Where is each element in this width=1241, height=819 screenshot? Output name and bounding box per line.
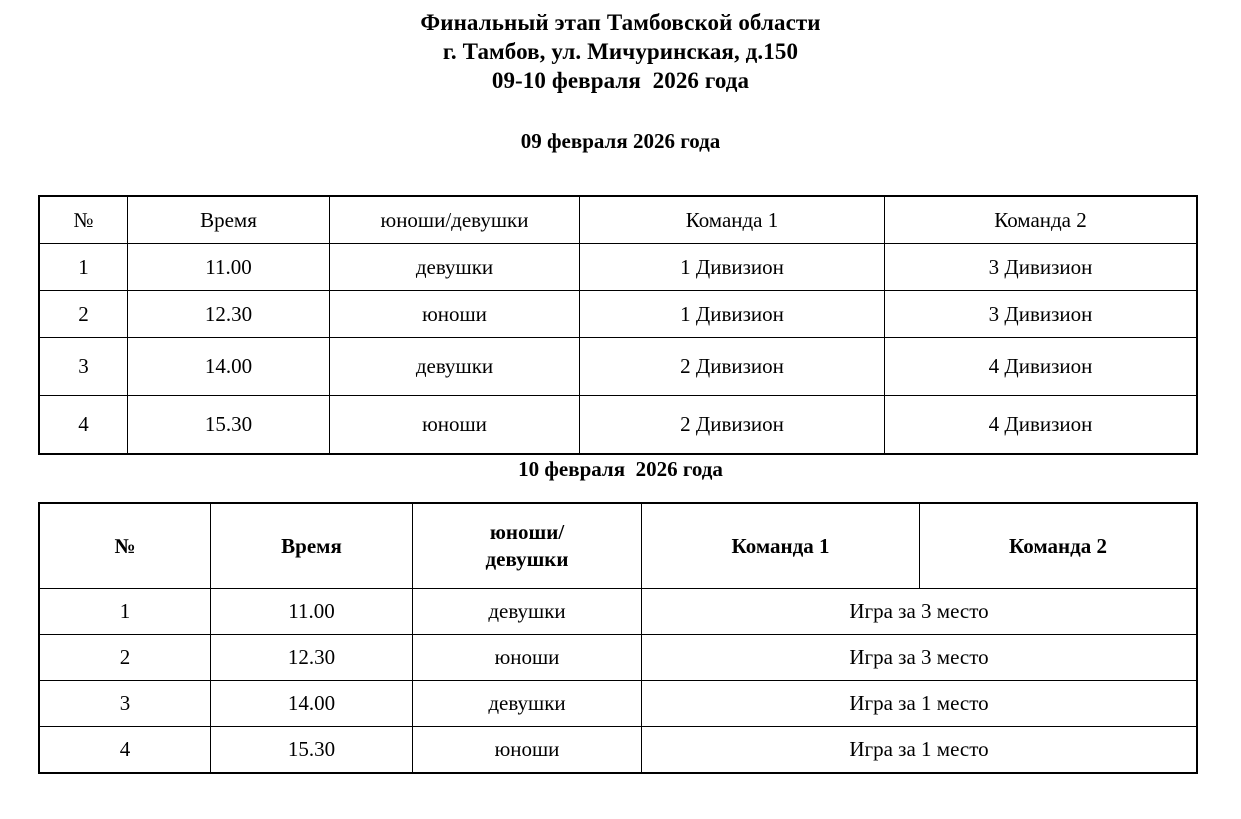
title-line-dates: 09-10 февраля 2026 года (491, 68, 750, 93)
column-header-team-2: Команда 2 (884, 195, 1198, 244)
cell-number: 1 (38, 588, 211, 635)
cell-category: девушки (412, 588, 642, 635)
cell-team-1: 2 Дивизион (579, 395, 885, 455)
cell-number: 4 (38, 726, 211, 774)
title-line-event: Финальный этап Тамбовской области (420, 10, 821, 35)
cell-team-2: 3 Дивизион (884, 290, 1198, 338)
table-row: 2 12.30 юноши 1 Дивизион 3 Дивизион (38, 290, 1198, 338)
cell-team-2: 4 Дивизион (884, 337, 1198, 396)
cell-time: 11.00 (127, 243, 330, 291)
cell-category: юноши (412, 634, 642, 681)
cell-time: 14.00 (210, 680, 413, 727)
table-row: 2 12.30 юноши Игра за 3 место (38, 634, 1198, 681)
column-header-team-2: Команда 2 (919, 502, 1198, 589)
cell-category: девушки (412, 680, 642, 727)
cell-time: 12.30 (127, 290, 330, 338)
column-header-time: Время (127, 195, 330, 244)
cell-number: 2 (38, 290, 128, 338)
table-header-row: № Время юноши/ девушки Команда 1 Команда… (38, 502, 1198, 589)
title-line-address: г. Тамбов, ул. Мичуринская, д.150 (442, 39, 799, 64)
table-row: 1 11.00 девушки 1 Дивизион 3 Дивизион (38, 243, 1198, 291)
cell-time: 15.30 (127, 395, 330, 455)
table-row: 3 14.00 девушки Игра за 1 место (38, 680, 1198, 727)
cell-category: девушки (329, 337, 580, 396)
cell-time: 11.00 (210, 588, 413, 635)
cell-team-1: 2 Дивизион (579, 337, 885, 396)
cell-match: Игра за 3 место (641, 634, 1198, 681)
cell-number: 3 (38, 337, 128, 396)
column-header-category-text: юноши/ девушки (485, 520, 569, 571)
table-row: 3 14.00 девушки 2 Дивизион 4 Дивизион (38, 337, 1198, 396)
column-header-category: юноши/девушки (329, 195, 580, 244)
cell-team-2: 3 Дивизион (884, 243, 1198, 291)
cell-match: Игра за 3 место (641, 588, 1198, 635)
cell-category: юноши (412, 726, 642, 774)
cell-match: Игра за 1 место (641, 680, 1198, 727)
section-heading-day-two: 10 февраля 2026 года (518, 457, 723, 481)
cell-category: юноши (329, 290, 580, 338)
cell-category: девушки (329, 243, 580, 291)
column-header-number: № (38, 195, 128, 244)
cell-number: 3 (38, 680, 211, 727)
table-row: 1 11.00 девушки Игра за 3 место (38, 588, 1198, 635)
cell-team-1: 1 Дивизион (579, 243, 885, 291)
cell-category: юноши (329, 395, 580, 455)
table-row: 4 15.30 юноши Игра за 1 место (38, 726, 1198, 774)
cell-time: 12.30 (210, 634, 413, 681)
cell-number: 2 (38, 634, 211, 681)
document-title: Финальный этап Тамбовской области г. Там… (0, 0, 1241, 95)
column-header-team-1: Команда 1 (641, 502, 920, 589)
cell-match: Игра за 1 место (641, 726, 1198, 774)
section-heading-day-one: 09 февраля 2026 года (520, 129, 721, 153)
table-row: 4 15.30 юноши 2 Дивизион 4 Дивизион (38, 395, 1198, 455)
column-header-team-1: Команда 1 (579, 195, 885, 244)
cell-time: 15.30 (210, 726, 413, 774)
cell-team-1: 1 Дивизион (579, 290, 885, 338)
schedule-table-day-one: № Время юноши/девушки Команда 1 Команда … (38, 195, 1198, 455)
cell-time: 14.00 (127, 337, 330, 396)
column-header-category: юноши/ девушки (412, 502, 642, 589)
column-header-number: № (38, 502, 211, 589)
cell-number: 1 (38, 243, 128, 291)
table-header-row: № Время юноши/девушки Команда 1 Команда … (38, 195, 1198, 244)
cell-number: 4 (38, 395, 128, 455)
cell-team-2: 4 Дивизион (884, 395, 1198, 455)
schedule-table-day-two: № Время юноши/ девушки Команда 1 Команда… (38, 502, 1198, 774)
column-header-time: Время (210, 502, 413, 589)
